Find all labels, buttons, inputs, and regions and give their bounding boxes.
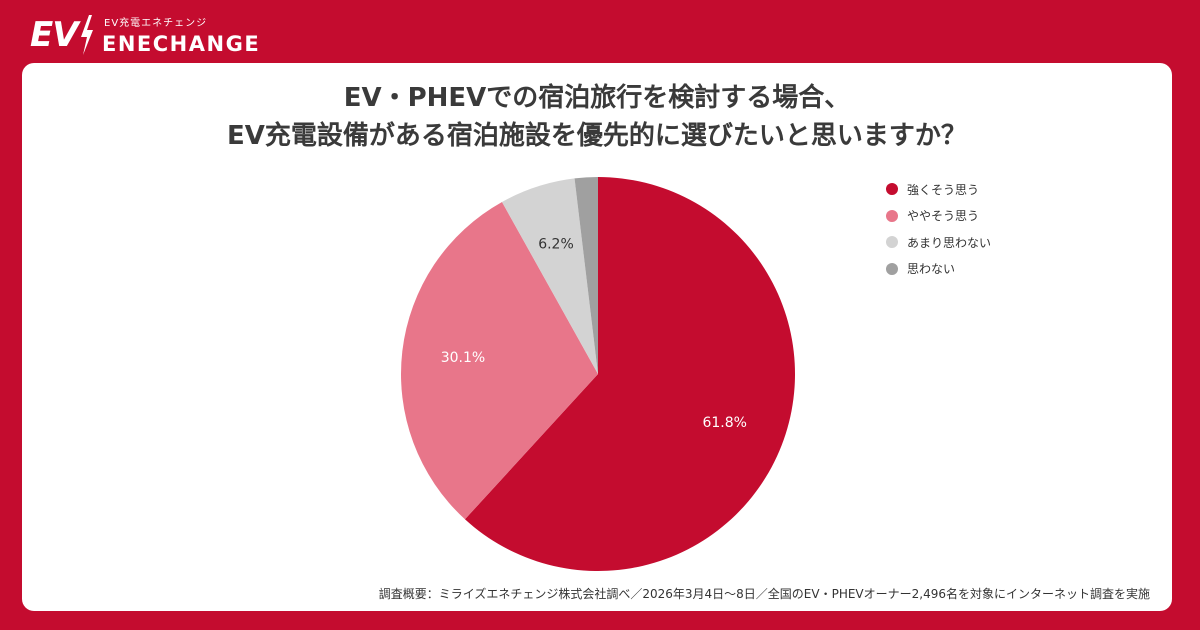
legend-label: 思わない [907, 262, 956, 277]
legend-item: 思わない [886, 256, 991, 283]
chart-title: EV・PHEVでの宿泊旅行を検討する場合、 EV充電設備がある宿泊施設を優先的に… [22, 79, 1172, 155]
legend-swatch [886, 183, 898, 196]
legend-item: ややそう思う [886, 203, 991, 230]
pie-slice [502, 178, 598, 374]
pie-chart: 61.8% 30.1% 6.2% [401, 177, 796, 571]
chart-title-line-1: EV・PHEVでの宿泊旅行を検討する場合、 [343, 83, 851, 113]
pie-slice-label: 6.2% [538, 237, 574, 253]
legend-swatch [886, 262, 898, 275]
pie-slice [401, 201, 598, 520]
brand-logo: EV EV充電エネチェンジ ENECHANGE [30, 10, 290, 62]
ev-logo-mark: EV [30, 15, 79, 55]
legend-label: 強くそう思う [907, 182, 980, 197]
chart-card: EV・PHEVでの宿泊旅行を検討する場合、 EV充電設備がある宿泊施設を優先的に… [22, 63, 1172, 611]
legend-swatch [886, 209, 898, 222]
lightning-bolt-icon [81, 15, 93, 55]
legend-label: ややそう思う [907, 209, 980, 224]
pie-slice [574, 177, 598, 374]
chart-legend: 強くそう思う ややそう思う あまり思わない 思わない [886, 176, 991, 282]
legend-item: 強くそう思う [886, 176, 991, 203]
legend-label: あまり思わない [907, 235, 992, 250]
pie-slice [464, 177, 796, 571]
chart-title-line-2: EV充電設備がある宿泊施設を優先的に選びたいと思いますか？ [227, 121, 967, 151]
pie-slice-label: 61.8% [702, 415, 746, 431]
pie-slice-label: 30.1% [441, 350, 485, 366]
brand-name: ENECHANGE [102, 32, 261, 56]
survey-source-note: 調査概要：ミライズエネチェンジ株式会社調べ／2026年3月4日〜8日／全国のEV… [378, 587, 1150, 601]
legend-swatch [886, 236, 898, 249]
brand-tagline: EV充電エネチェンジ [104, 18, 208, 29]
legend-item: あまり思わない [886, 229, 991, 256]
